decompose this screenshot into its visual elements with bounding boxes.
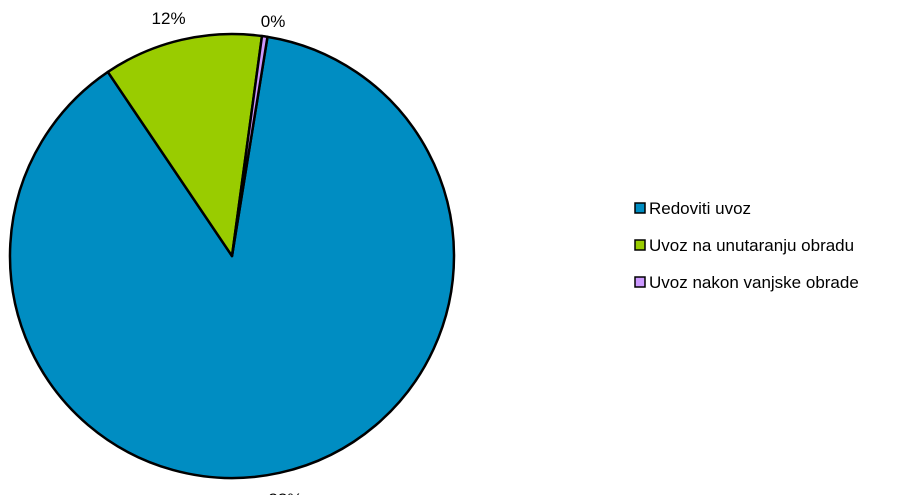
legend-item-1: Redoviti uvoz xyxy=(634,199,751,218)
data-label-2: 12% xyxy=(152,9,186,28)
legend-item-2: Uvoz na unutaranju obradu xyxy=(634,236,854,255)
pie-slices xyxy=(8,32,456,480)
legend-swatch-3 xyxy=(634,276,646,288)
legend-item-3: Uvoz nakon vanjske obrade xyxy=(634,273,859,292)
legend-label-1: Redoviti uvoz xyxy=(649,199,751,218)
legend-label-3: Uvoz nakon vanjske obrade xyxy=(649,273,859,292)
pie-slice-3 xyxy=(230,34,269,258)
pie-slice-2 xyxy=(106,32,264,258)
legend-label-2: Uvoz na unutaranju obradu xyxy=(649,236,854,255)
legend: Redoviti uvoz Uvoz na unutaranju obradu Uv… xyxy=(634,199,859,292)
pie-slice-1 xyxy=(8,35,456,480)
legend-swatch-2 xyxy=(634,239,646,251)
data-labels: 88% 12% 0% xyxy=(152,9,303,495)
data-label-1: 88% xyxy=(268,490,302,495)
data-label-3: 0% xyxy=(261,12,286,31)
legend-swatch-1 xyxy=(634,202,646,214)
